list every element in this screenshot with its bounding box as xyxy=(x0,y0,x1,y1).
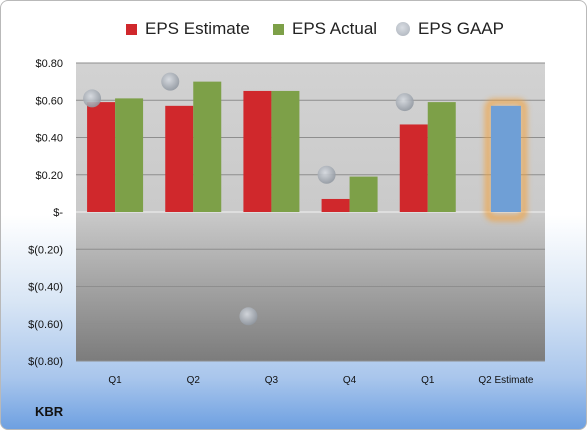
y-tick-label: $0.80 xyxy=(35,58,63,70)
y-axis-ticks: $0.80 $0.60 $0.40 $0.20 $- $(0.20) $(0.40) $(0.… xyxy=(28,58,63,368)
estimate-bar xyxy=(165,105,194,212)
actual-bar xyxy=(271,90,300,212)
x-tick-label: Q2 Estimate xyxy=(478,375,533,386)
estimate-bar xyxy=(399,124,428,212)
actual-bar xyxy=(193,81,222,212)
x-tick-label: Q2 xyxy=(187,375,201,386)
legend: EPS Estimate EPS Actual EPS GAAP xyxy=(1,19,586,41)
estimate-bar xyxy=(321,198,350,212)
legend-swatch-estimate xyxy=(126,23,137,35)
legend-dot-gaap xyxy=(396,22,410,36)
estimate-bar xyxy=(87,102,116,212)
legend-item-estimate: EPS Estimate xyxy=(126,19,250,39)
gaap-point xyxy=(395,93,414,112)
y-tick-label: $(0.40) xyxy=(28,282,63,294)
gaap-points xyxy=(83,72,414,326)
x-tick-label: Q1 xyxy=(421,375,435,386)
legend-label-gaap: EPS GAAP xyxy=(418,19,504,38)
y-tick-label: $(0.20) xyxy=(28,244,63,256)
estimate-bar xyxy=(243,90,272,212)
company-ticker: KBR xyxy=(35,404,64,419)
gridlines xyxy=(76,62,545,362)
y-tick-label: $(0.60) xyxy=(28,319,63,331)
gaap-point xyxy=(317,165,336,184)
forecast-bar xyxy=(490,105,521,212)
x-axis-ticks: Q1 Q2 Q3 Q4 Q1 Q2 Estimate xyxy=(108,375,533,386)
gaap-point xyxy=(161,72,180,91)
legend-label-actual: EPS Actual xyxy=(292,19,378,38)
y-tick-label: $- xyxy=(53,207,63,219)
x-tick-label: Q4 xyxy=(343,375,357,386)
actual-bar xyxy=(115,98,144,212)
actual-bar xyxy=(427,102,456,212)
gaap-point xyxy=(83,89,102,108)
legend-label-estimate: EPS Estimate xyxy=(145,19,250,38)
y-tick-label: $0.60 xyxy=(35,95,63,107)
legend-item-actual: EPS Actual xyxy=(273,19,377,39)
legend-swatch-actual xyxy=(273,23,284,35)
x-tick-label: Q1 xyxy=(108,375,122,386)
forecast-glow xyxy=(484,98,527,221)
gaap-point xyxy=(239,307,258,326)
bars xyxy=(87,81,456,212)
x-tick-label: Q3 xyxy=(265,375,279,386)
legend-item-gaap: EPS GAAP xyxy=(396,19,504,39)
y-tick-label: $0.40 xyxy=(35,133,63,145)
y-tick-label: $0.20 xyxy=(35,170,63,182)
actual-bar xyxy=(349,176,378,212)
forecast-group xyxy=(484,98,527,221)
y-tick-label: $(0.80) xyxy=(28,356,63,368)
